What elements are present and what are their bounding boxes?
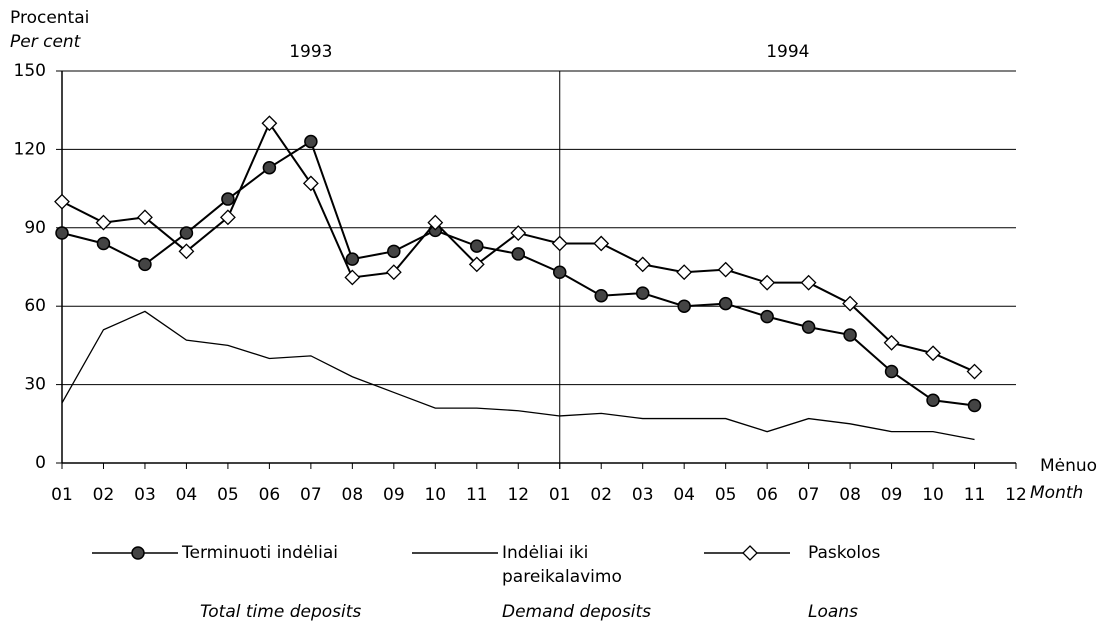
y-tick-label: 120: [14, 139, 46, 159]
x-tick-label: 06: [259, 485, 281, 505]
point: [760, 309, 774, 324]
point: [95, 214, 112, 231]
point: [261, 115, 278, 132]
point: [511, 247, 526, 261]
legend-label-en: Loans: [808, 602, 858, 622]
point: [137, 209, 153, 226]
x-tick-label: 09: [383, 485, 405, 505]
point: [966, 363, 983, 380]
x-tick-label: 02: [590, 485, 612, 505]
point: [594, 288, 608, 303]
point: [717, 261, 734, 278]
y-tick-label: 30: [24, 375, 46, 395]
y-tick-label: 150: [14, 61, 46, 81]
y-label: Procentai: [10, 8, 89, 28]
point: [54, 193, 70, 210]
x-tick-label: 11: [964, 485, 986, 505]
point: [470, 239, 484, 253]
point: [925, 345, 941, 362]
point: [427, 214, 444, 231]
point: [468, 256, 485, 273]
x-tick-label: 01: [51, 485, 73, 505]
point: [718, 296, 733, 311]
y-tick-label: 60: [24, 296, 46, 316]
point: [842, 295, 859, 312]
x-tick-label: 05: [715, 485, 737, 505]
point: [219, 209, 236, 226]
x-tick-label: 07: [300, 485, 322, 505]
legend-label: Indėliai iki pareikalavimo: [502, 543, 622, 587]
x-tick-label: 04: [176, 485, 198, 505]
point: [883, 334, 900, 351]
legend-label: Paskolos: [808, 543, 881, 563]
point: [344, 269, 361, 286]
y-label-en: Per cent: [10, 32, 82, 52]
point: [759, 274, 776, 291]
x-tick-label: 07: [798, 485, 820, 505]
x-tick-label: 10: [922, 485, 944, 505]
point: [677, 299, 691, 313]
point: [138, 257, 152, 272]
legend-label-en: Demand deposits: [502, 602, 652, 622]
x-tick-label: 03: [134, 485, 156, 505]
legend-label-en: Total time deposits: [200, 602, 362, 622]
x-label-en: Month: [1030, 483, 1083, 503]
x-tick-label: 03: [632, 485, 654, 505]
x-tick-label: 12: [1005, 485, 1027, 505]
point: [302, 175, 319, 192]
year-label: 1993: [289, 42, 332, 62]
x-tick-label: 10: [424, 485, 446, 505]
point: [552, 265, 567, 279]
series-line: [61, 310, 975, 441]
x-tick-label: 11: [466, 485, 488, 505]
point: [304, 134, 318, 149]
point: [385, 264, 402, 281]
point: [179, 226, 194, 240]
x-tick-label: 08: [342, 485, 364, 505]
point: [676, 264, 693, 281]
point: [55, 226, 69, 240]
point: [884, 364, 899, 379]
point: [635, 286, 650, 300]
x-tick-label: 05: [217, 485, 239, 505]
x-tick-label: 12: [507, 485, 529, 505]
legend-label: Terminuoti indėliai: [182, 543, 339, 563]
point: [843, 328, 857, 342]
point: [967, 398, 982, 413]
x-tick-label: 02: [93, 485, 115, 505]
year-label: 1994: [766, 42, 809, 62]
point: [801, 320, 816, 334]
series-line: [61, 140, 975, 407]
x-tick-label: 08: [839, 485, 861, 505]
y-tick-label: 90: [24, 218, 46, 238]
x-tick-label: 01: [549, 485, 571, 505]
point: [221, 192, 235, 206]
point: [262, 160, 277, 175]
x-tick-label: 09: [881, 485, 903, 505]
point: [96, 236, 111, 251]
point: [634, 256, 651, 273]
x-tick-label: 06: [756, 485, 778, 505]
point: [926, 393, 940, 408]
point: [387, 244, 401, 259]
point: [593, 235, 610, 252]
point: [551, 235, 568, 252]
y-tick-label: 0: [35, 453, 46, 473]
legend-marker: [131, 546, 145, 560]
legend-marker: [742, 545, 758, 561]
point: [178, 243, 195, 260]
point: [800, 274, 817, 291]
x-tick-label: 04: [673, 485, 695, 505]
x-label: Mėnuo: [1040, 456, 1097, 476]
point: [510, 225, 527, 241]
point: [345, 252, 360, 266]
